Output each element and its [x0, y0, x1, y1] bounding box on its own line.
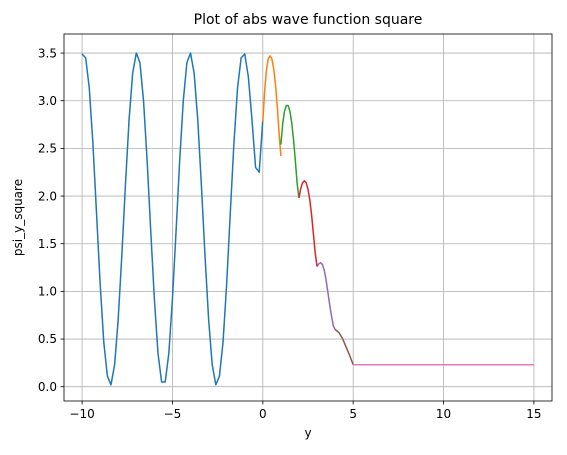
y-tick-label: 3.0 [38, 94, 57, 108]
x-tick-label: 10 [436, 407, 451, 421]
y-tick-label: 0.0 [38, 380, 57, 394]
y-tick-label: 0.5 [38, 332, 57, 346]
series-line-4 [298, 180, 318, 267]
series-line-3 [280, 104, 300, 199]
grid [64, 34, 552, 401]
chart-title: Plot of abs wave function square [194, 12, 423, 28]
series-line-2 [262, 55, 282, 157]
x-tick-label: 5 [349, 407, 357, 421]
y-axis: 0.0 0.5 1.0 1.5 2.0 2.5 3.0 3.5 [38, 46, 64, 394]
y-tick-label: 3.5 [38, 46, 57, 60]
x-tick-label: −5 [164, 407, 182, 421]
y-tick-label: 2.0 [38, 189, 57, 203]
y-tick-label: 2.5 [38, 142, 57, 156]
y-tick-label: 1.5 [38, 237, 57, 251]
plot-frame [63, 33, 553, 402]
y-tick-label: 1.0 [38, 285, 57, 299]
series-line-5 [316, 262, 336, 330]
y-axis-label: psi_y_square [11, 179, 25, 256]
x-tick-label: −10 [69, 407, 94, 421]
x-tick-label: 0 [259, 407, 267, 421]
series-line-6 [334, 328, 354, 366]
series-line-1 [81, 52, 264, 386]
x-axis-label: y [304, 426, 311, 440]
x-tick-label: 15 [526, 407, 541, 421]
series-layer [81, 52, 534, 386]
x-axis: −10 −5 0 5 10 15 [69, 401, 542, 421]
